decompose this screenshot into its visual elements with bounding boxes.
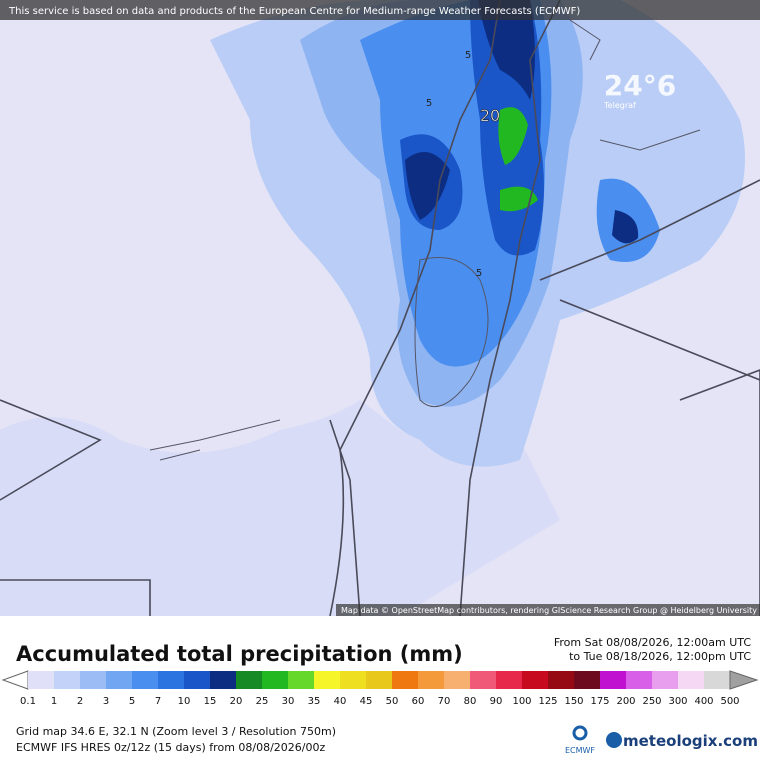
attribution: Map data © OpenStreetMap contributors, r… bbox=[341, 606, 757, 615]
border bbox=[0, 179, 760, 616]
legend-label: 70 bbox=[438, 696, 451, 707]
legend-swatch bbox=[496, 671, 523, 689]
coastline bbox=[329, 0, 501, 617]
notice-bar bbox=[0, 0, 760, 20]
legend-label: 125 bbox=[538, 696, 557, 707]
legend-swatch bbox=[678, 671, 705, 689]
contour-label: 20 bbox=[480, 106, 500, 125]
legend-label: 200 bbox=[616, 696, 635, 707]
watermark: 24°6 bbox=[604, 69, 676, 102]
legend-label: 250 bbox=[642, 696, 661, 707]
legend-swatch bbox=[522, 671, 549, 689]
attribution-bar bbox=[336, 604, 760, 616]
legend-label: 3 bbox=[103, 696, 109, 707]
legend-label: 45 bbox=[360, 696, 373, 707]
legend-label: 150 bbox=[564, 696, 583, 707]
contour-label: 5 bbox=[465, 50, 471, 61]
legend-swatch bbox=[262, 671, 289, 689]
legend-swatch bbox=[288, 671, 315, 689]
legend-label: 100 bbox=[512, 696, 531, 707]
legend-label: 400 bbox=[694, 696, 713, 707]
watermark-sub: Telegraf bbox=[603, 101, 636, 110]
legend-swatch bbox=[28, 671, 55, 689]
regions bbox=[414, 257, 489, 408]
legend-label: 20 bbox=[230, 696, 243, 707]
legend-swatch bbox=[704, 671, 731, 689]
border bbox=[459, 0, 561, 617]
ecmwf-logo bbox=[572, 725, 588, 741]
legend-swatch bbox=[236, 671, 263, 689]
legend-label: 300 bbox=[668, 696, 687, 707]
legend-label: 175 bbox=[590, 696, 609, 707]
lake bbox=[149, 419, 281, 461]
legend-label: 30 bbox=[282, 696, 295, 707]
legend-label: 40 bbox=[334, 696, 347, 707]
legend-label: 2 bbox=[77, 696, 83, 707]
legend-label: 10 bbox=[178, 696, 191, 707]
legend-swatch bbox=[444, 671, 471, 689]
grid-info: Grid map 34.6 E, 32.1 N (Zoom level 3 / … bbox=[16, 725, 336, 738]
legend-swatch bbox=[652, 671, 679, 689]
legend-label: 80 bbox=[464, 696, 477, 707]
regions bbox=[569, 19, 701, 151]
legend-swatch bbox=[600, 671, 627, 689]
legend-swatch bbox=[548, 671, 575, 689]
legend-label: 500 bbox=[720, 696, 739, 707]
legend-swatch bbox=[574, 671, 601, 689]
legend-title: Accumulated total precipitation (mm) bbox=[16, 642, 463, 666]
legend-label: 35 bbox=[308, 696, 321, 707]
footer: Grid map 34.6 E, 32.1 N (Zoom level 3 / … bbox=[16, 725, 758, 755]
brand: meteologix.com bbox=[623, 732, 758, 750]
legend-swatch bbox=[626, 671, 653, 689]
period-from: From Sat 08/08/2026, 12:00am UTC bbox=[554, 636, 751, 649]
legend-swatch bbox=[184, 671, 211, 689]
legend-swatch bbox=[54, 671, 81, 689]
ecmwf-name: ECMWF bbox=[565, 746, 595, 755]
legend-label: 5 bbox=[129, 696, 135, 707]
precip-20 bbox=[498, 107, 538, 212]
legend-swatch bbox=[106, 671, 133, 689]
legend-swatch bbox=[132, 671, 159, 689]
legend-label: 0.1 bbox=[20, 696, 36, 707]
legend-swatch bbox=[340, 671, 367, 689]
legend-swatch bbox=[366, 671, 393, 689]
contour-label: 5 bbox=[476, 268, 482, 279]
legend-swatch bbox=[314, 671, 341, 689]
legend-label: 15 bbox=[204, 696, 217, 707]
model-info: ECMWF IFS HRES 0z/12z (15 days) from 08/… bbox=[16, 741, 326, 754]
legend-over bbox=[729, 670, 759, 690]
notice: This service is based on data and produc… bbox=[8, 6, 580, 17]
legend-label: 7 bbox=[155, 696, 161, 707]
legend-swatch bbox=[80, 671, 107, 689]
legend-swatch bbox=[158, 671, 185, 689]
period-to: to Tue 08/18/2026, 12:00pm UTC bbox=[569, 650, 751, 663]
legend-label: 50 bbox=[386, 696, 399, 707]
map: 20 5 5 5 24°6 Telegraf This service is b… bbox=[0, 0, 760, 617]
brand-logo bbox=[606, 732, 622, 748]
legend-swatch bbox=[418, 671, 445, 689]
legend-label: 90 bbox=[490, 696, 503, 707]
legend-swatch bbox=[470, 671, 497, 689]
precip-15 bbox=[405, 0, 535, 220]
legend-label: 60 bbox=[412, 696, 425, 707]
border bbox=[329, 419, 361, 617]
legend-label: 25 bbox=[256, 696, 269, 707]
legend-swatch bbox=[210, 671, 237, 689]
precip-east-core bbox=[612, 210, 639, 244]
precip-light bbox=[0, 400, 560, 616]
legend-swatch bbox=[392, 671, 419, 689]
legend: Accumulated total precipitation (mm) Fro… bbox=[1, 636, 759, 707]
contour-label: 5 bbox=[426, 98, 432, 109]
legend-label: 1 bbox=[51, 696, 57, 707]
legend-under bbox=[1, 670, 29, 690]
